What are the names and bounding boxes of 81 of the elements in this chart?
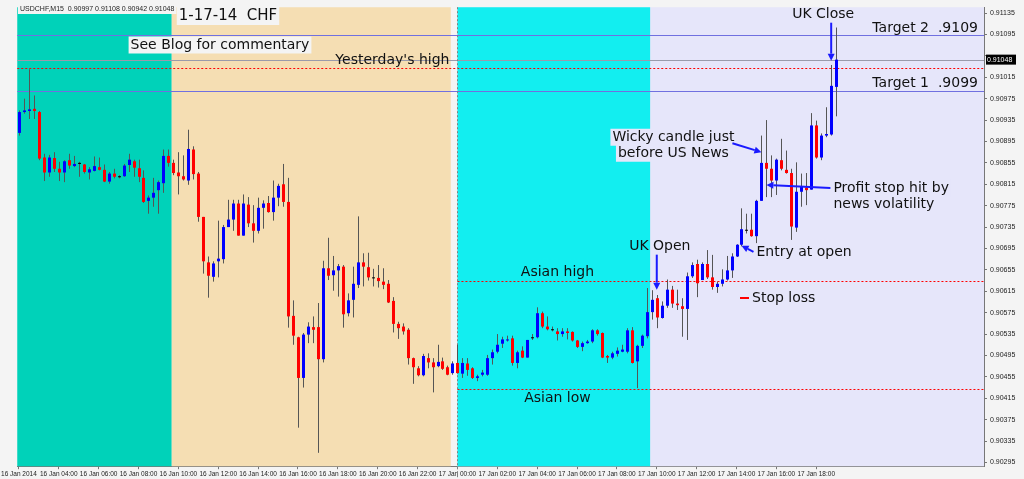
candlestick (745, 213, 748, 234)
annotation: Profit stop hit by news volatility (833, 178, 949, 211)
candlestick (775, 158, 778, 196)
candlestick (412, 357, 415, 385)
candlestick (152, 177, 155, 208)
candlestick (780, 138, 783, 171)
candlestick (327, 237, 330, 281)
candlestick (272, 180, 275, 222)
candlestick (362, 252, 365, 287)
annotation: See Blog for commentary (130, 35, 310, 52)
candlestick (377, 264, 380, 289)
ref-line-label: Yesterday's high (334, 51, 450, 68)
ref-line-label: Target 1 .9099 (871, 74, 978, 91)
candlestick (33, 94, 36, 120)
candlestick (257, 197, 260, 234)
candlestick (352, 266, 355, 318)
candlestick (232, 199, 235, 232)
chart-title: 1-17-14 CHF (178, 5, 278, 24)
candlestick (785, 150, 788, 175)
candlestick (770, 154, 773, 198)
candlestick (382, 267, 385, 290)
candlestick (437, 344, 440, 368)
ref-line-label: Asian high (520, 263, 595, 280)
candlestick (496, 333, 499, 354)
candlestick (332, 255, 335, 292)
candlestick (58, 161, 61, 182)
candlestick (671, 285, 674, 309)
candlestick (63, 159, 66, 183)
candlestick (651, 289, 654, 321)
candlestick (740, 207, 743, 247)
candlestick (78, 161, 81, 178)
candlestick (182, 154, 185, 182)
candlestick (157, 180, 160, 215)
candlestick (347, 292, 350, 317)
candlestick (820, 132, 823, 161)
candlestick (681, 297, 684, 338)
candlestick (227, 199, 230, 228)
candlestick (252, 204, 255, 244)
candlestick (392, 296, 395, 333)
candlestick (357, 215, 360, 289)
candlestick (422, 353, 425, 377)
candlestick (825, 106, 828, 138)
candlestick (626, 327, 629, 354)
candlestick (262, 199, 265, 230)
candlestick (28, 68, 31, 120)
annotation: Entry at open (756, 243, 852, 260)
candlestick (337, 263, 340, 298)
candlestick (731, 252, 734, 279)
candlestick (18, 109, 21, 137)
candlestick (656, 294, 659, 329)
candlestick (277, 183, 280, 207)
candlestick (367, 252, 370, 282)
candlestick (207, 255, 210, 299)
candlestick (726, 255, 729, 282)
candlestick (138, 159, 141, 183)
candlestick (48, 154, 51, 178)
candlestick (750, 213, 753, 238)
ref-line-label: Asian low (524, 388, 591, 405)
candlestick (636, 344, 639, 389)
candlestick (43, 153, 46, 182)
candlestick (486, 354, 489, 377)
annotation: Wicky candle just before US News (612, 127, 735, 160)
candlestick (128, 153, 131, 173)
candlestick (212, 260, 215, 283)
candlestick (706, 249, 709, 280)
candlestick (461, 357, 464, 379)
candlestick (282, 163, 285, 208)
annotation: Stop loss (752, 288, 816, 305)
candlestick (765, 119, 768, 198)
candlestick (53, 151, 56, 173)
ref-line-label: Target 2 .9109 (871, 18, 978, 35)
candlestick (312, 315, 315, 344)
candlestick (456, 344, 459, 375)
candlestick (292, 299, 295, 346)
candlestick (247, 196, 250, 228)
candlestick (666, 279, 669, 309)
candlestick (147, 195, 150, 215)
candlestick (432, 357, 435, 393)
annotation: UK Close (792, 5, 855, 22)
candlestick (307, 321, 310, 344)
annotation: UK Open (629, 237, 691, 254)
